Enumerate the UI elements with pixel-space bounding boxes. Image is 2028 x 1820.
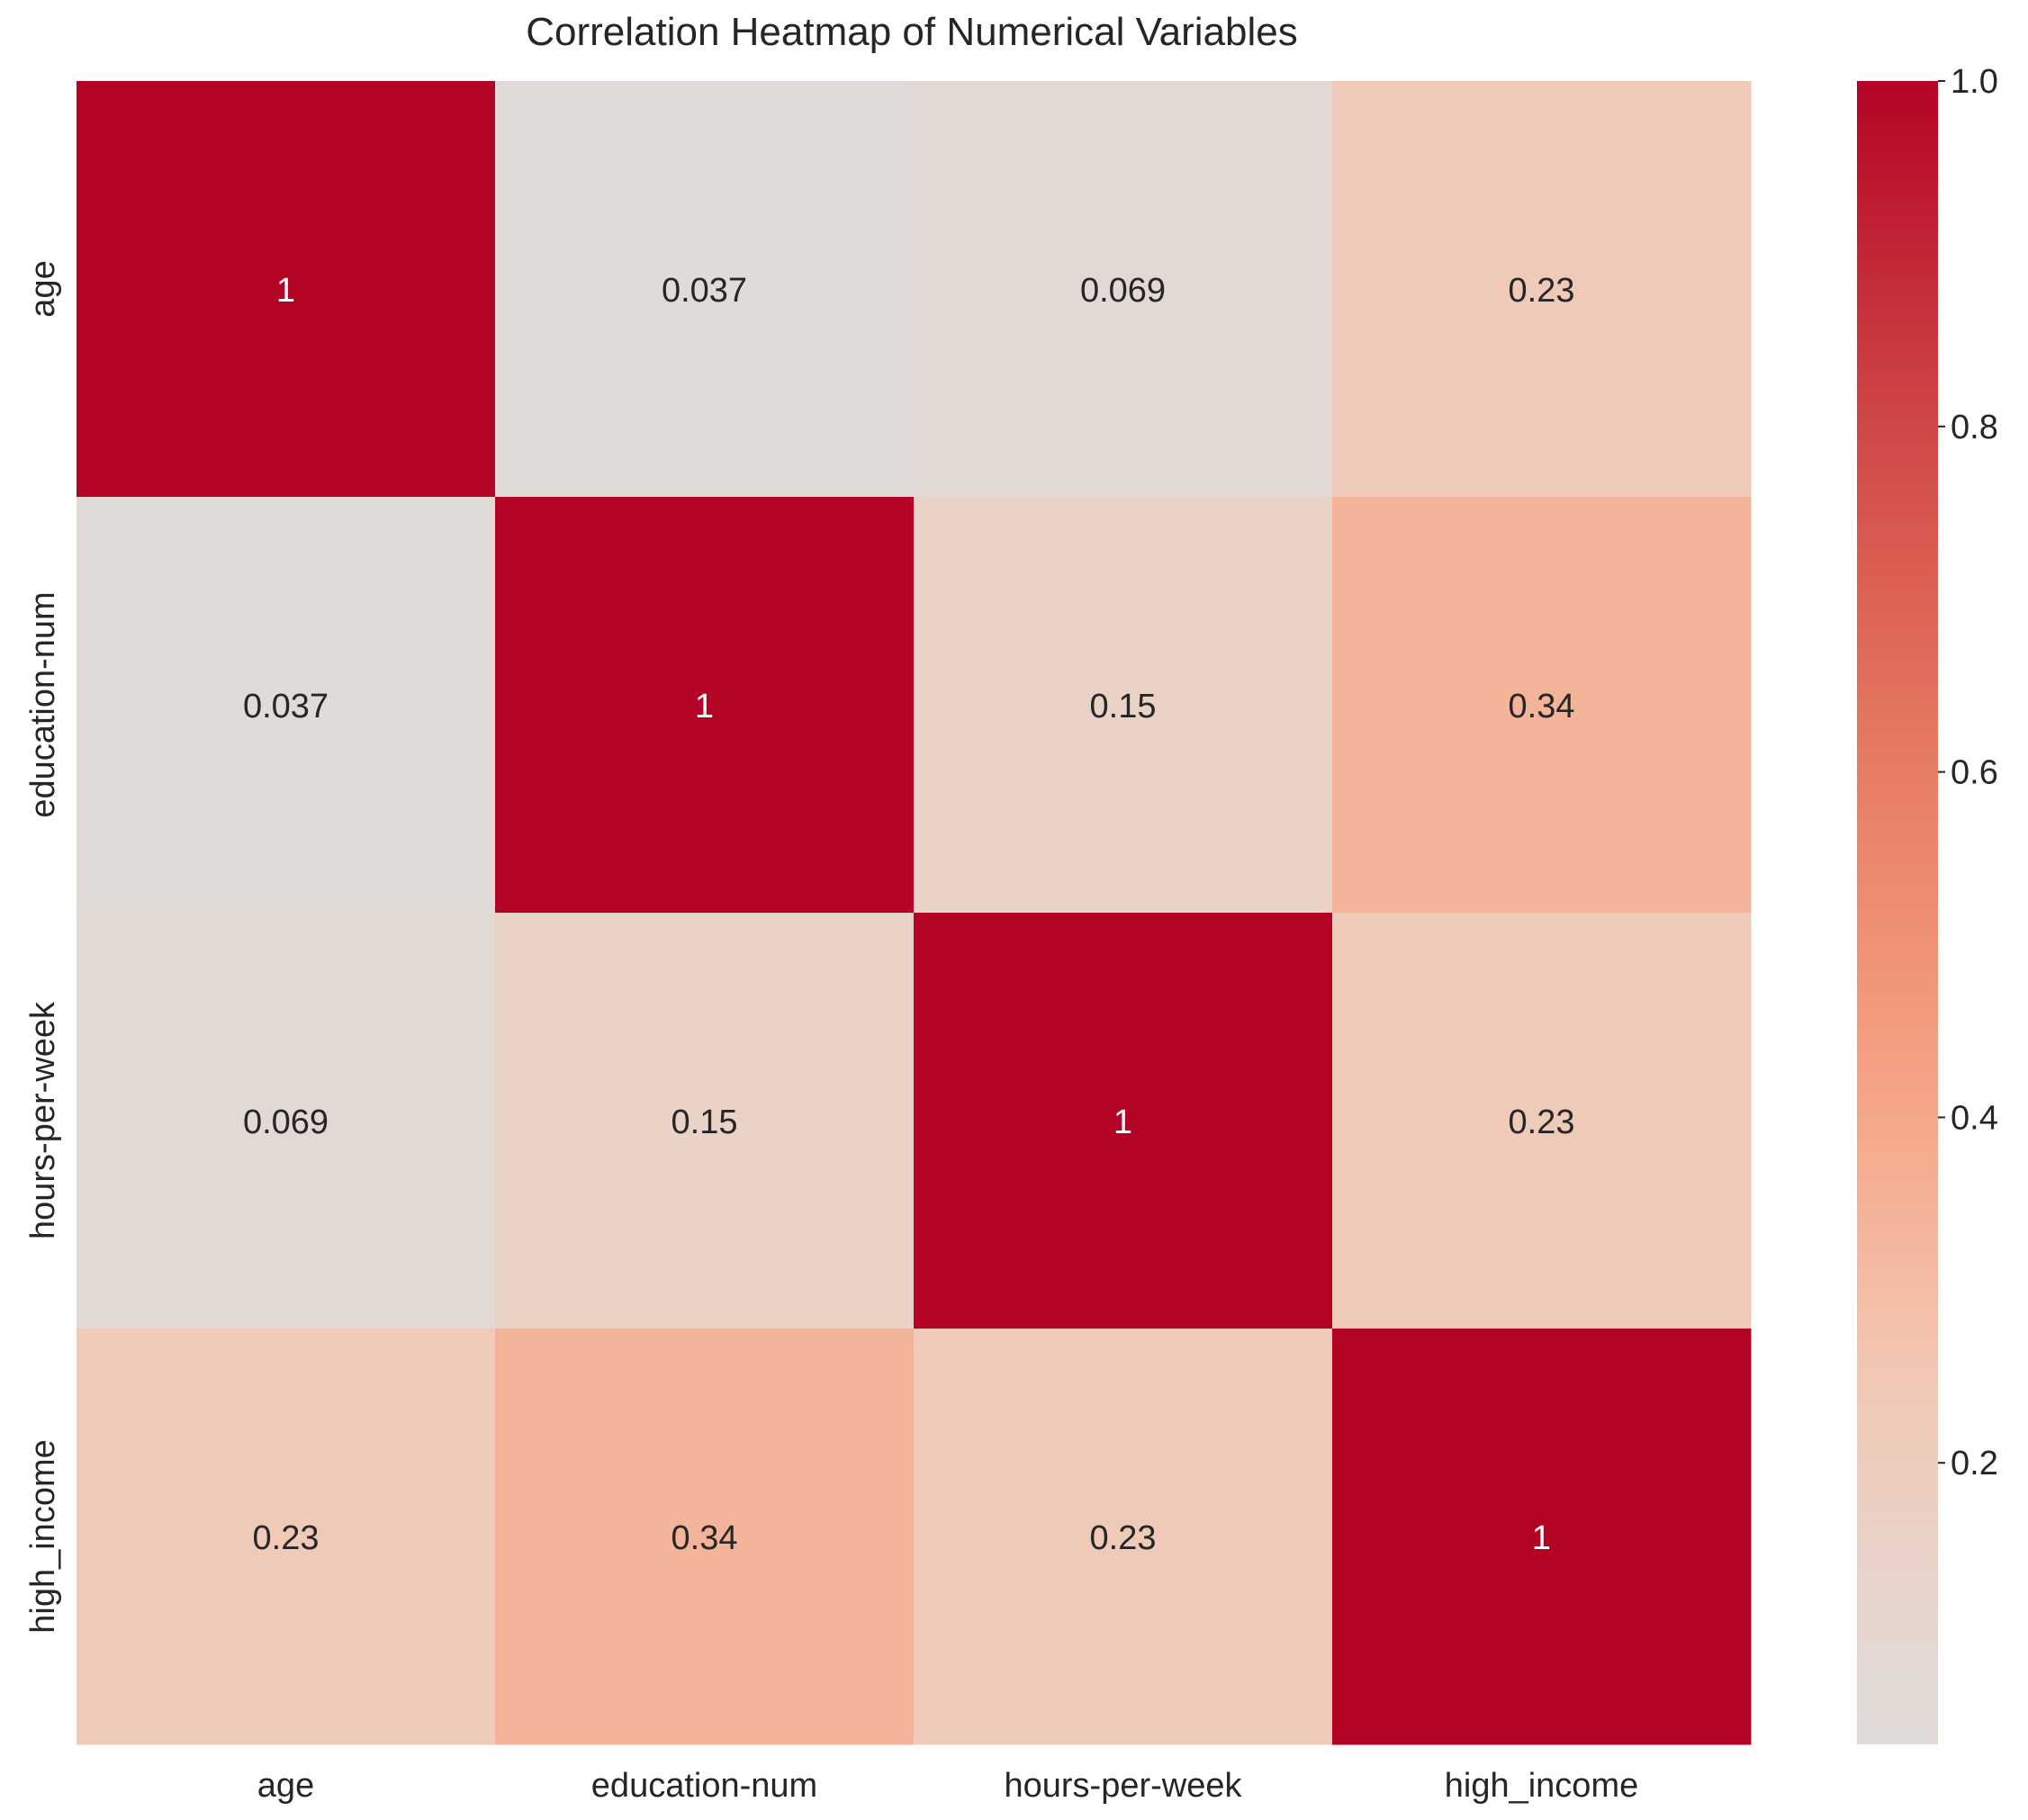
cell-annotation: 0.037: [243, 688, 329, 725]
cell-annotation: 0.34: [1509, 688, 1575, 725]
cell-annotation: 0.15: [671, 1104, 738, 1141]
heatmap-cell: [77, 81, 496, 498]
cell-annotation: 1: [1532, 1519, 1551, 1557]
chart-title: Correlation Heatmap of Numerical Variabl…: [526, 10, 1298, 54]
heatmap-cell: [1332, 913, 1752, 1329]
cell-annotations: 1 0.037 0.069 0.23 0.037 1 0.15 0.34 0.069 0.15 1 0…: [243, 272, 1575, 1557]
heatmap-cell: [914, 1329, 1333, 1745]
colorbar-tick-label: 0.8: [1951, 409, 1998, 446]
cell-annotation: 0.23: [1090, 1519, 1157, 1557]
cell-annotation: 0.069: [243, 1104, 329, 1141]
heatmap-cell: [1332, 497, 1752, 914]
cell-annotation: 0.23: [1509, 1104, 1575, 1141]
cell-annotation: 1: [695, 688, 714, 725]
x-tick-label: age: [257, 1767, 314, 1805]
cell-annotation: 1: [276, 272, 295, 310]
x-axis-tick-labels: age education-num hours-per-week high_incom…: [257, 1767, 1638, 1805]
x-tick-label: hours-per-week: [1005, 1767, 1243, 1805]
cell-annotation: 0.23: [253, 1519, 320, 1557]
cell-annotation: 0.34: [671, 1519, 738, 1557]
cell-annotation: 0.23: [1509, 272, 1575, 310]
colorbar: [1857, 81, 1938, 1744]
y-tick-label: hours-per-week: [24, 1001, 62, 1239]
cell-annotation: 0.037: [662, 272, 747, 310]
heatmap-cell: [495, 913, 915, 1329]
colorbar-tick-label: 0.6: [1951, 754, 1998, 792]
cell-annotation: 0.069: [1080, 272, 1166, 310]
colorbar-tick-label: 0.4: [1951, 1099, 1998, 1137]
colorbar-gradient-bar: [1857, 81, 1938, 1744]
y-tick-label: education-num: [24, 591, 62, 817]
heatmap-cell: [77, 497, 496, 914]
colorbar-tick-labels: 0.2 0.4 0.6 0.8 1.0: [1938, 63, 1998, 1482]
cell-annotation: 1: [1113, 1104, 1132, 1141]
heatmap-cell: [495, 497, 915, 914]
heatmap-cell: [1332, 81, 1752, 498]
heatmap-cell: [495, 81, 915, 498]
x-tick-label: education-num: [591, 1767, 817, 1805]
heatmap-cell: [77, 1329, 496, 1745]
y-tick-label: high_income: [24, 1439, 62, 1633]
heatmap-cells: [77, 81, 1752, 1745]
heatmap-cell: [914, 497, 1333, 914]
x-tick-label: high_income: [1445, 1767, 1638, 1805]
colorbar-tick-label: 0.2: [1951, 1445, 1998, 1482]
y-tick-label: age: [24, 260, 62, 317]
colorbar-tick-label: 1.0: [1951, 63, 1998, 101]
heatmap-cell: [914, 913, 1333, 1329]
heatmap-cell: [495, 1329, 915, 1745]
heatmap-cell: [1332, 1329, 1752, 1745]
heatmap-cell: [77, 913, 496, 1329]
cell-annotation: 0.15: [1090, 688, 1157, 725]
y-axis-tick-labels: age education-num hours-per-week high_incom…: [24, 260, 62, 1633]
heatmap-cell: [914, 81, 1333, 498]
